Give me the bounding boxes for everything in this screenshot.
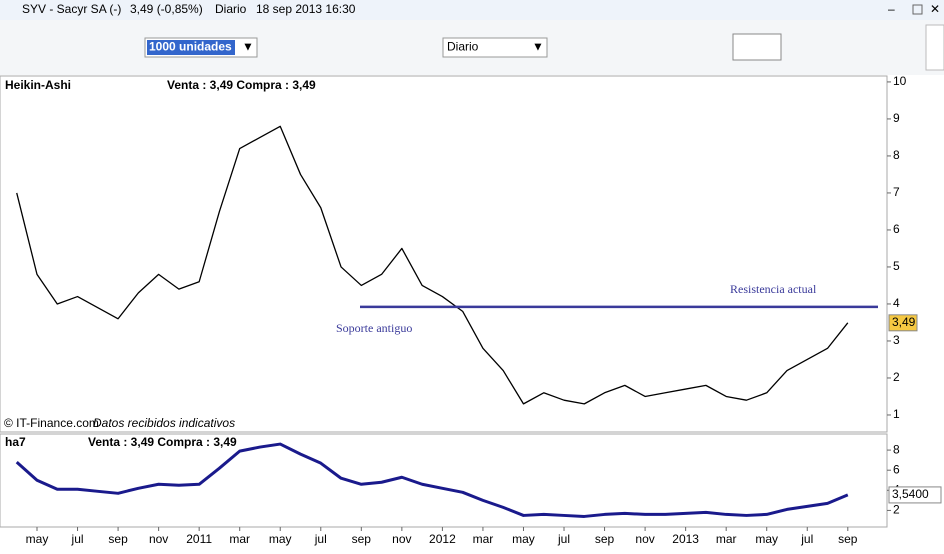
x-tick-label: 2012	[429, 532, 456, 546]
price-line	[16, 125, 849, 405]
x-tick-label: mar	[229, 532, 250, 546]
period-select[interactable]	[442, 37, 548, 58]
dropdown-arrow: ▼	[242, 40, 254, 54]
maximize[interactable]	[912, 4, 923, 15]
chart-tool-button[interactable]	[732, 33, 782, 61]
y-tick-label: 8	[893, 148, 900, 162]
x-tick-label: jul	[557, 532, 570, 546]
x-tick-label: 2011	[186, 532, 212, 546]
x-tick-label: jul	[71, 532, 84, 546]
title-bar	[0, 0, 944, 20]
x-tick-label: may	[755, 532, 778, 546]
y-tick-label: 2	[893, 370, 900, 384]
x-tick-label: sep	[595, 532, 615, 546]
x-tick-label: sep	[352, 532, 372, 546]
x-tick-label: sep	[838, 532, 858, 546]
panel-title: ha7	[5, 435, 26, 449]
y-tick-label: 5	[893, 259, 900, 273]
x-tick-label: may	[26, 532, 49, 546]
x-tick-label: nov	[149, 532, 168, 546]
quote: 3,49 (-0,85%)	[130, 2, 203, 16]
y-tick-label: 8	[893, 442, 900, 456]
panel-quote: Venta : 3,49 Compra : 3,49	[88, 435, 237, 449]
units-highlight	[147, 40, 235, 55]
y-tick-label: 7	[893, 185, 900, 199]
y-tick-label: 2	[893, 503, 900, 517]
y-tick-label: 4	[893, 296, 900, 310]
y-tick-label: 10	[893, 74, 907, 88]
period: Diario	[215, 2, 247, 16]
datetime: 18 sep 2013 16:30	[256, 2, 356, 16]
price-panel	[0, 75, 888, 433]
panel-title: Heikin-Ashi	[5, 78, 71, 92]
y-tick-label: 6	[893, 222, 900, 236]
x-tick-label: mar	[473, 532, 494, 546]
y-tick-label: 1	[893, 407, 900, 421]
source: © IT-Finance.com	[4, 416, 99, 430]
x-tick-label: nov	[392, 532, 411, 546]
last-price-tag	[888, 314, 918, 332]
annotation: Soporte antiguo	[336, 321, 412, 335]
indicator-panel	[0, 433, 888, 528]
y-tick-label: 9	[893, 111, 900, 125]
symbol: SYV - Sacyr SA (-)	[22, 2, 121, 16]
close[interactable]: ✕	[930, 2, 940, 16]
x-tick-label: may	[512, 532, 535, 546]
price-line	[15, 442, 849, 518]
units-text: 1000 unidades	[149, 40, 232, 54]
x-tick-label: 2013	[672, 532, 699, 546]
period-text: Diario	[447, 40, 479, 54]
side-button[interactable]	[925, 24, 944, 71]
last-price-label: 3,49	[892, 315, 916, 329]
x-tick-label: jul	[800, 532, 813, 546]
x-tick-label: jul	[314, 532, 327, 546]
y-tick-label: 6	[893, 462, 900, 476]
x-tick-label: mar	[716, 532, 737, 546]
annotation: Resistencia actual	[730, 282, 817, 296]
y-tick-label: 3	[893, 333, 900, 347]
x-tick-label: may	[269, 532, 292, 546]
last-price-label: 3,5400	[892, 487, 929, 501]
source-note: Datos recibidos indicativos	[93, 416, 235, 430]
minimize[interactable]: –	[888, 2, 895, 16]
dropdown-arrow: ▼	[532, 40, 544, 54]
last-price-tag	[888, 486, 942, 504]
x-tick-label: sep	[108, 532, 128, 546]
x-tick-label: nov	[635, 532, 654, 546]
panel-quote: Venta : 3,49 Compra : 3,49	[167, 78, 316, 92]
